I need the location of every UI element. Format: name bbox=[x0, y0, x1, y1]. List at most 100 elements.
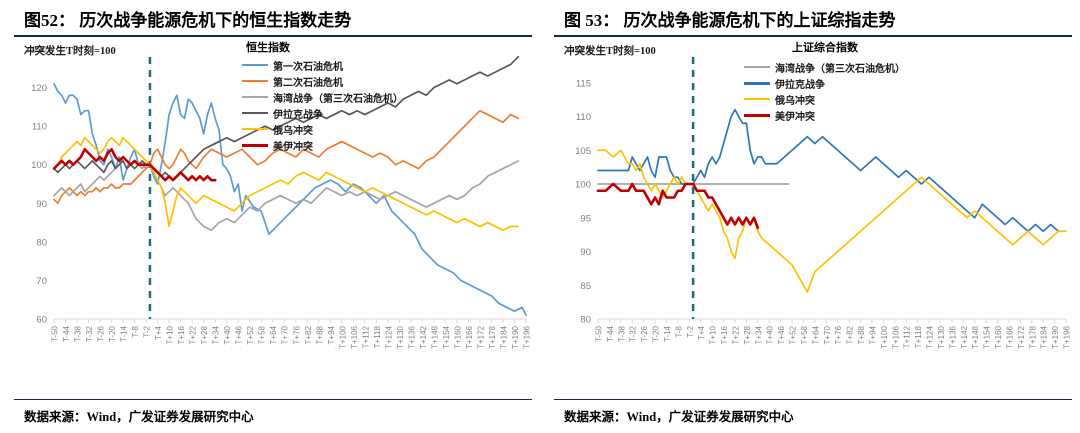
x-axis-tick-label: T+40 bbox=[223, 325, 232, 344]
x-axis-tick-label: T+16 bbox=[177, 325, 186, 344]
series-line bbox=[52, 147, 217, 182]
x-axis-tick-label: T-32 bbox=[629, 325, 638, 342]
x-axis-tick-label: T+88 bbox=[315, 325, 324, 344]
figure-52-panel: 图52： 历次战争能源危机下的恒生指数走势 冲突发生T时刻=100 恒生指数 第… bbox=[14, 11, 532, 424]
legend-item[interactable]: 俄乌冲突 bbox=[242, 121, 403, 137]
legend-item[interactable]: 俄乌冲突 bbox=[744, 91, 905, 107]
x-axis-tick-label: T+88 bbox=[857, 325, 866, 344]
x-axis-tick-label: T+40 bbox=[766, 325, 775, 344]
legend-swatch-icon bbox=[242, 128, 268, 130]
x-axis-tick-label: T-2 bbox=[143, 325, 152, 337]
figure-52-title: 图52： 历次战争能源危机下的恒生指数走势 bbox=[24, 11, 352, 30]
legend-swatch-icon bbox=[744, 66, 770, 68]
x-axis-tick-label: T+64 bbox=[269, 325, 278, 344]
x-axis-tick-label: T+22 bbox=[189, 325, 198, 344]
x-axis-tick-label: T+118 bbox=[373, 325, 382, 348]
chart-52-plot: 60 70 80 90 100 110 120 130 T-50 T-44 T-38 T-32 T-26… bbox=[31, 45, 532, 349]
x-axis-tick-label: T+112 bbox=[361, 325, 370, 348]
x-axis-tick-label: T+16 bbox=[720, 325, 729, 344]
x-axis-tick-label: T+148 bbox=[430, 325, 439, 348]
x-axis-tick-label: T+82 bbox=[304, 325, 313, 344]
x-axis-tick-label: T+136 bbox=[948, 325, 957, 348]
legend-item[interactable]: 海湾战争（第三次石油危机） bbox=[744, 59, 905, 75]
title-divider-right bbox=[554, 35, 1072, 37]
x-axis-tick-label: T+52 bbox=[789, 325, 798, 344]
legend-swatch-icon bbox=[242, 96, 268, 98]
legend-item[interactable]: 美伊冲突 bbox=[744, 107, 905, 123]
x-axis-tick-label: T-8 bbox=[131, 325, 140, 337]
x-axis-tick-label: T+28 bbox=[200, 325, 209, 344]
x-axis-tick-label: T-50 bbox=[595, 325, 604, 342]
x-axis-tick-label: T+10 bbox=[166, 325, 175, 344]
legend-item[interactable]: 伊拉克战争 bbox=[242, 105, 403, 121]
legend-label: 伊拉克战争 bbox=[775, 79, 825, 91]
legend-item[interactable]: 第一次石油危机 bbox=[242, 57, 403, 73]
x-axis-tick-label: T-32 bbox=[85, 325, 94, 342]
legend-item[interactable]: 伊拉克战争 bbox=[744, 75, 905, 91]
x-axis-tick-label: T+124 bbox=[384, 325, 393, 348]
x-axis-tick-label: T+136 bbox=[407, 325, 416, 348]
x-axis-tick-label: T+82 bbox=[846, 325, 855, 344]
footer-divider-left bbox=[14, 399, 532, 400]
legend-swatch-icon bbox=[242, 80, 268, 82]
legend-label: 美伊冲突 bbox=[273, 141, 313, 153]
chart-52-subtitle: 恒生指数 bbox=[246, 42, 290, 54]
x-axis-tick-label: T+46 bbox=[235, 325, 244, 344]
x-axis-tick-label: T+166 bbox=[465, 325, 474, 348]
x-axis-tick-label: T+190 bbox=[1051, 325, 1060, 348]
figure-53-panel: 图 53： 历次战争能源危机下的上证综指走势 冲突发生T时刻=100 上证综合指… bbox=[540, 0, 1080, 433]
legend-item[interactable]: 海湾战争（第三次石油危机） bbox=[242, 89, 403, 105]
x-axis-tick-label: T+4 bbox=[154, 325, 163, 340]
x-axis-tick-label: T+58 bbox=[258, 325, 267, 344]
chart-52-note: 冲突发生T时刻=100 bbox=[24, 46, 116, 57]
x-axis-tick-label: T+142 bbox=[960, 325, 969, 348]
x-axis-tick-label: T+172 bbox=[1017, 325, 1026, 348]
x-axis-tick-label: T+148 bbox=[971, 325, 980, 348]
x-axis-tick-label: T-44 bbox=[606, 325, 615, 342]
x-axis-tick-label: T+190 bbox=[511, 325, 520, 348]
x-axis-tick-label: T+196 bbox=[1063, 325, 1072, 348]
legend-swatch-icon bbox=[242, 143, 268, 147]
y-axis-tick-label: 60 bbox=[36, 315, 47, 326]
legend-item[interactable]: 美伊冲突 bbox=[242, 137, 403, 153]
legend-label: 第一次石油危机 bbox=[273, 61, 343, 73]
series-line bbox=[596, 182, 760, 230]
x-axis-tick-label: T+196 bbox=[523, 325, 532, 348]
x-axis-tick-label: T+178 bbox=[1028, 325, 1037, 348]
chart-52-legend: 第一次石油危机 第二次石油危机 海湾战争（第三次石油危机） 伊拉克战争 俄乌冲突 bbox=[242, 57, 403, 153]
x-axis-tick-label: T-20 bbox=[108, 325, 117, 342]
y-axis-tick-label: 110 bbox=[576, 112, 591, 123]
x-axis-tick-label: T+10 bbox=[709, 325, 718, 344]
y-axis-tick-label: 105 bbox=[575, 146, 591, 157]
x-axis-tick-label: T+64 bbox=[811, 325, 820, 344]
chart-53-area: 冲突发生T时刻=100 上证综合指数 海湾战争（第三次石油危机） 伊拉克战争 俄… bbox=[554, 37, 1072, 385]
x-axis-tick-label: T+100 bbox=[880, 325, 889, 348]
x-axis-tick-label: T+22 bbox=[731, 325, 740, 344]
x-axis-tick-label: T+34 bbox=[212, 325, 221, 344]
x-axis-tick-label: T+142 bbox=[419, 325, 428, 348]
x-axis-tick-label: T+184 bbox=[1040, 325, 1049, 348]
x-axis-tick-label: T+76 bbox=[834, 325, 843, 344]
x-axis-tick-label: T+28 bbox=[743, 325, 752, 344]
x-axis-tick-label: T+154 bbox=[442, 325, 451, 348]
legend-swatch-icon bbox=[744, 98, 770, 100]
legend-swatch-icon bbox=[744, 113, 770, 117]
x-axis-tick-label: T+4 bbox=[697, 325, 706, 340]
x-axis-tick-label: T+172 bbox=[476, 325, 485, 348]
x-axis-tick-label: T+76 bbox=[292, 325, 301, 344]
y-axis-tick-label: 95 bbox=[580, 213, 591, 224]
series-line bbox=[53, 82, 527, 316]
legend-item[interactable]: 第二次石油危机 bbox=[242, 73, 403, 89]
y-axis-tick-label: 70 bbox=[36, 276, 47, 287]
chart-52-area: 冲突发生T时刻=100 恒生指数 第一次石油危机 第二次石油危机 海湾战争（第三… bbox=[14, 37, 532, 385]
x-axis-tick-label: T-44 bbox=[62, 325, 71, 342]
legend-label: 俄乌冲突 bbox=[775, 95, 815, 107]
y-axis-tick-label: 130 bbox=[31, 45, 47, 56]
x-axis-tick-label: T+160 bbox=[453, 325, 462, 348]
x-axis-tick-label: T+70 bbox=[823, 325, 832, 344]
x-axis-tick-label: T+94 bbox=[327, 325, 336, 344]
x-axis-tick-label: T-8 bbox=[674, 325, 683, 337]
y-axis-tick-label: 110 bbox=[32, 122, 47, 133]
